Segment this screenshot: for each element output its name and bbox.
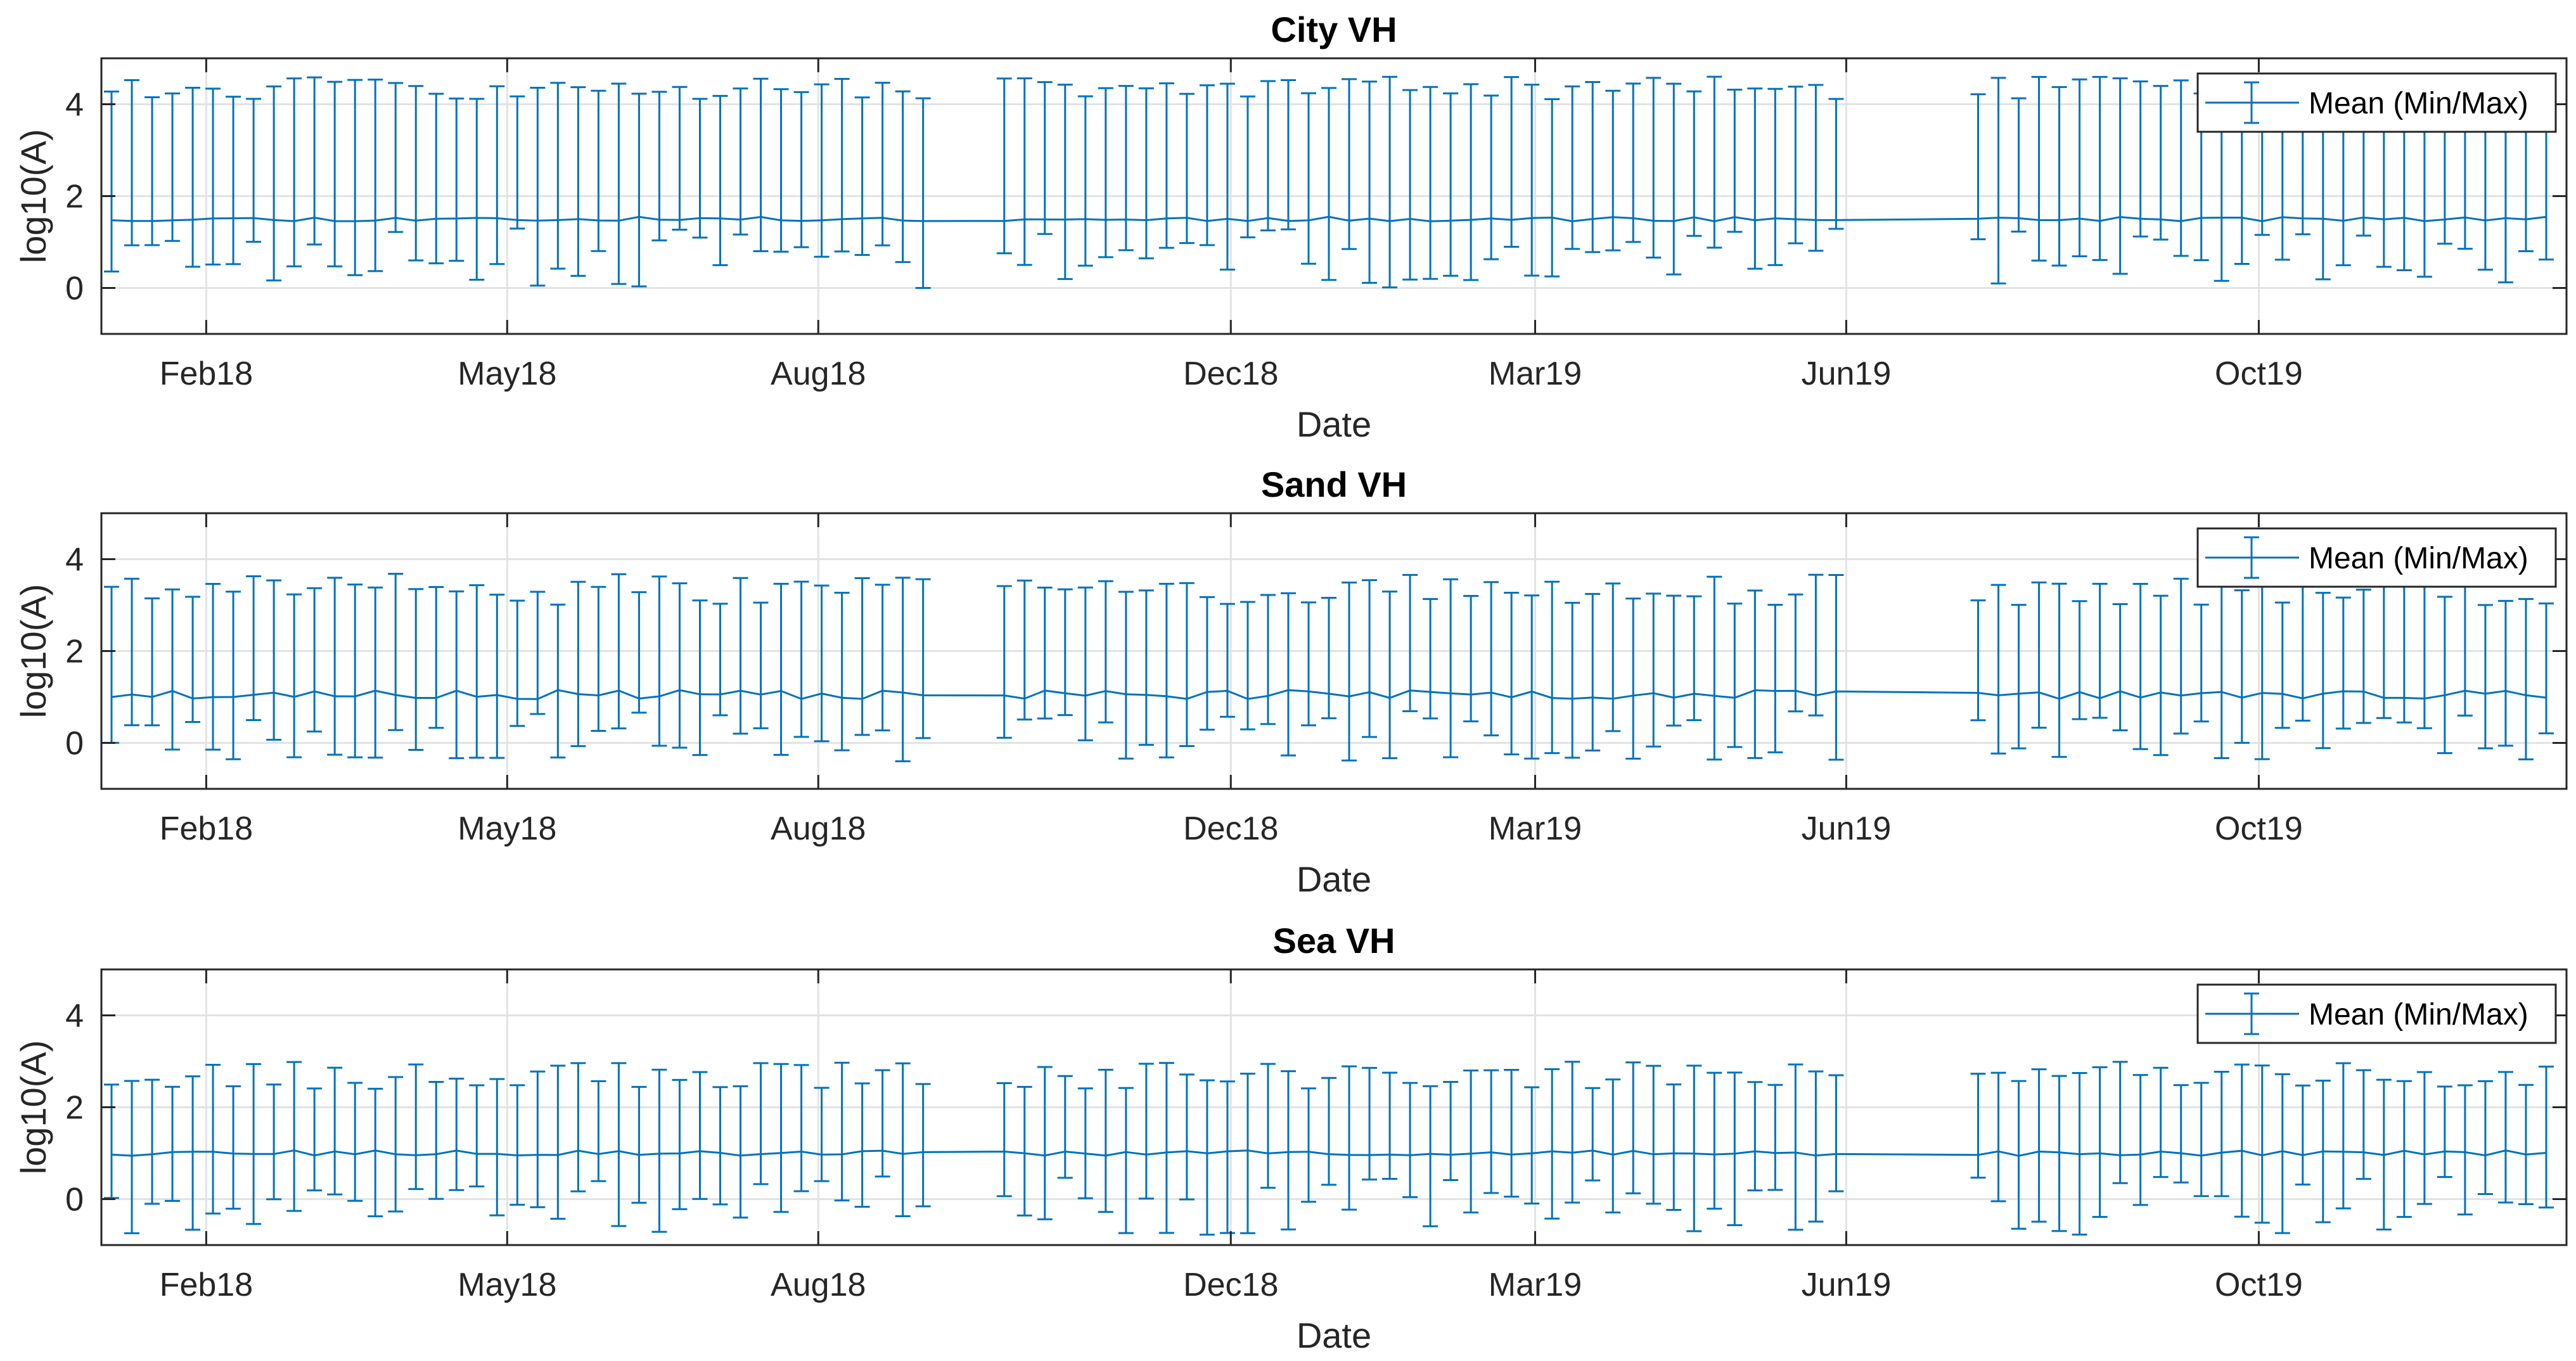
x-tick-label: Mar19 [1489,355,1582,392]
x-tick-label: Jun19 [1802,810,1892,847]
y-tick-label: 2 [65,179,84,215]
legend-label: Mean (Min/Max) [2309,998,2528,1032]
y-tick-label: 2 [65,634,84,670]
x-tick-label: Jun19 [1802,355,1892,392]
y-axis-label: log10(A) [13,584,53,719]
y-axis-label: log10(A) [13,129,53,264]
x-tick-label: May18 [458,355,556,392]
legend: Mean (Min/Max) [2196,983,2557,1044]
mean-line [111,689,2547,700]
chart-title: Sea VH [1273,921,1395,961]
legend-label: Mean (Min/Max) [2309,542,2528,575]
y-tick-label: 4 [65,87,84,124]
x-tick-label: Oct19 [2215,355,2303,392]
chart-title: Sand VH [1261,464,1407,504]
x-tick-label: Aug18 [771,355,866,392]
y-axis-label: log10(A) [13,1040,53,1175]
x-tick-label: Dec18 [1183,1267,1278,1303]
x-tick-label: Feb18 [160,355,253,392]
y-tick-label: 0 [65,1182,84,1218]
mean-line [111,1149,2547,1157]
x-axis-label: Date [1297,404,1371,444]
x-tick-label: Feb18 [160,810,253,847]
x-tick-label: Aug18 [771,1267,866,1303]
chart-panel-1: 0 2 4 Feb18 May18 Aug18 Dec18 Mar19 Jun19 Oct19 Ci… [13,10,2568,444]
x-axis-label: Date [1297,1315,1371,1355]
x-tick-label: Dec18 [1183,810,1278,847]
y-tick-label: 4 [65,542,84,578]
x-tick-label: Jun19 [1802,1267,1892,1303]
y-tick-label: 4 [65,998,84,1035]
legend-label: Mean (Min/Max) [2309,87,2528,120]
x-tick-label: Mar19 [1489,810,1582,847]
y-tick-label: 0 [65,725,84,762]
x-tick-label: Aug18 [771,810,866,847]
y-tick-label: 0 [65,271,84,307]
x-axis-label: Date [1297,859,1371,899]
chart-panel-2: 0 2 4 Feb18 May18 Aug18 Dec18 Mar19 Jun19 Oct19 Sa… [13,464,2568,899]
y-tick-label: 2 [65,1090,84,1127]
mean-line [111,215,2547,222]
x-tick-label: Dec18 [1183,355,1278,392]
x-tick-label: Feb18 [160,1267,253,1303]
legend: Mean (Min/Max) [2196,527,2557,588]
chart-panel-3: 0 2 4 Feb18 May18 Aug18 Dec18 Mar19 Jun19 Oct19 Se… [13,921,2568,1355]
x-tick-label: May18 [458,1267,556,1303]
x-tick-label: May18 [458,810,556,847]
x-tick-label: Oct19 [2215,810,2303,847]
chart-title: City VH [1271,10,1397,49]
legend: Mean (Min/Max) [2196,72,2557,133]
x-tick-label: Oct19 [2215,1267,2303,1303]
x-tick-label: Mar19 [1489,1267,1582,1303]
